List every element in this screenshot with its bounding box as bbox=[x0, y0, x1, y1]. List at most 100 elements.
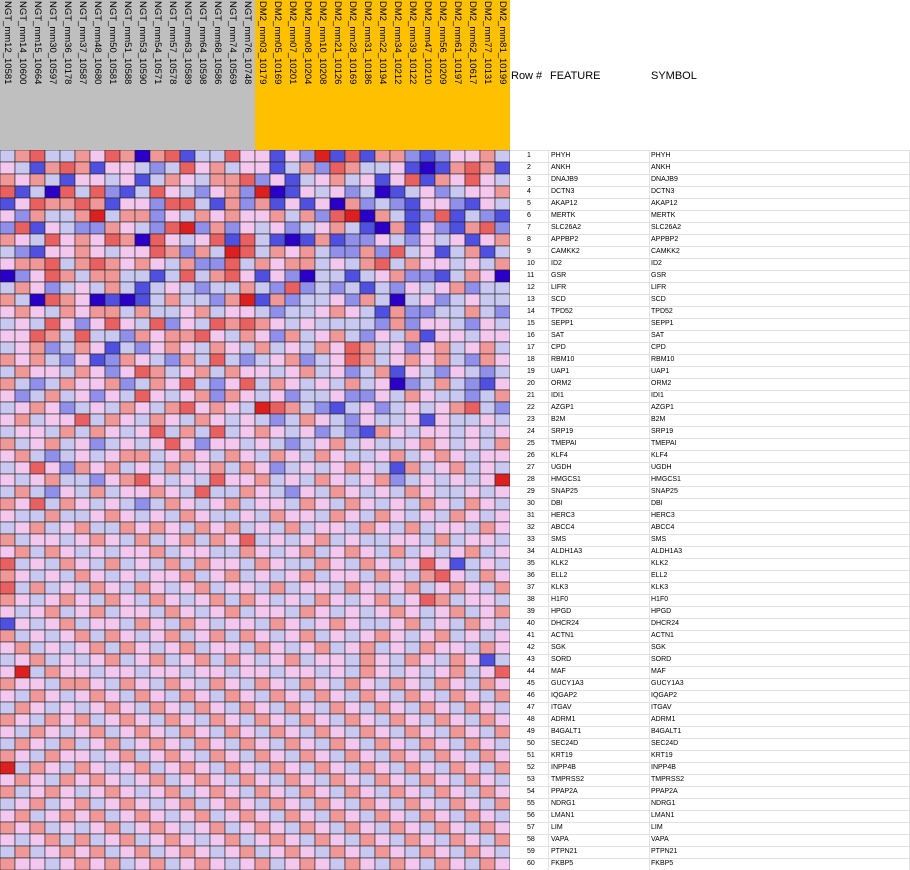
heatmap-cell bbox=[299, 413, 316, 427]
heatmap-cell bbox=[254, 617, 271, 631]
row-number: 22 bbox=[527, 404, 535, 411]
heatmap-cell bbox=[389, 197, 406, 211]
heatmap-cell bbox=[59, 269, 76, 283]
heatmap-cell bbox=[164, 665, 181, 679]
heatmap-cell bbox=[494, 857, 510, 870]
heatmap-cell bbox=[74, 581, 91, 595]
heatmap-cell bbox=[404, 329, 421, 343]
heatmap-cell bbox=[149, 365, 166, 379]
heatmap-cell bbox=[14, 701, 31, 715]
heatmap-cell bbox=[0, 557, 16, 571]
heatmap-cell bbox=[164, 821, 181, 835]
heatmap-cell bbox=[179, 725, 196, 739]
heatmap-cell bbox=[329, 773, 346, 787]
heatmap-cell bbox=[44, 545, 61, 559]
heatmap-cell bbox=[329, 701, 346, 715]
heatmap-cell bbox=[419, 293, 436, 307]
heatmap-cell bbox=[29, 257, 46, 271]
heatmap-cell bbox=[344, 293, 361, 307]
column-label: NGT_mm51_10588 bbox=[122, 1, 133, 85]
heatmap-cell bbox=[119, 281, 136, 295]
heatmap-cell bbox=[464, 329, 481, 343]
heatmap-cell bbox=[284, 581, 301, 595]
heatmap-cell bbox=[269, 209, 286, 223]
heatmap-cell bbox=[239, 473, 256, 487]
heatmap-cell bbox=[344, 533, 361, 547]
heatmap-cell bbox=[89, 221, 106, 235]
heatmap-cell bbox=[449, 485, 466, 499]
heatmap-cell bbox=[464, 413, 481, 427]
heatmap-cell bbox=[254, 377, 271, 391]
heatmap-cell bbox=[299, 521, 316, 535]
heatmap-cell bbox=[59, 473, 76, 487]
heatmap-cell bbox=[419, 785, 436, 799]
heatmap-cell bbox=[419, 641, 436, 655]
heatmap-cell bbox=[149, 641, 166, 655]
heatmap-cell bbox=[389, 737, 406, 751]
heatmap-cell bbox=[44, 281, 61, 295]
heatmap-cell bbox=[209, 377, 226, 391]
heatmap-cell bbox=[149, 617, 166, 631]
heatmap-cell bbox=[239, 545, 256, 559]
heatmap-cell bbox=[179, 245, 196, 259]
heatmap-cell bbox=[179, 797, 196, 811]
heatmap-cell bbox=[104, 533, 121, 547]
heatmap-cell bbox=[449, 449, 466, 463]
heatmap-cell bbox=[419, 473, 436, 487]
heatmap-cell bbox=[299, 257, 316, 271]
heatmap-cell bbox=[44, 677, 61, 691]
heatmap-cell bbox=[419, 437, 436, 451]
column-label: NGT_mm30_10597 bbox=[47, 1, 58, 85]
heatmap-cell bbox=[134, 533, 151, 547]
heatmap-cell bbox=[104, 449, 121, 463]
heatmap-cell bbox=[494, 809, 510, 823]
heatmap-cell bbox=[269, 185, 286, 199]
symbol-cell: ITGAV bbox=[651, 704, 672, 711]
heatmap-cell bbox=[149, 509, 166, 523]
heatmap-cell bbox=[29, 461, 46, 475]
heatmap-cell bbox=[179, 569, 196, 583]
heatmap-cell bbox=[494, 737, 510, 751]
heatmap-cell bbox=[44, 725, 61, 739]
heatmap-cell bbox=[239, 209, 256, 223]
heatmap-cell bbox=[149, 329, 166, 343]
heatmap-cell bbox=[134, 209, 151, 223]
heatmap-cell bbox=[74, 161, 91, 175]
heatmap-cell bbox=[119, 317, 136, 331]
heatmap-cell bbox=[0, 437, 16, 451]
heatmap-cell bbox=[314, 150, 331, 163]
heatmap-cell bbox=[419, 305, 436, 319]
heatmap-cell bbox=[449, 689, 466, 703]
heatmap-cell bbox=[0, 389, 16, 403]
symbol-cell: ID2 bbox=[651, 260, 662, 267]
heatmap-cell bbox=[224, 689, 241, 703]
heatmap-cell bbox=[14, 281, 31, 295]
heatmap-cell bbox=[29, 341, 46, 355]
heatmap-cell bbox=[179, 353, 196, 367]
column-label: NGT_mm36_10178 bbox=[62, 1, 73, 85]
heatmap-cell bbox=[59, 341, 76, 355]
feature-cell: AKAP12 bbox=[551, 200, 578, 207]
heatmap-cell bbox=[89, 761, 106, 775]
heatmap-cell bbox=[0, 150, 16, 163]
heatmap-cell bbox=[419, 497, 436, 511]
heatmap-cell bbox=[374, 509, 391, 523]
heatmap-cell bbox=[134, 245, 151, 259]
heatmap-cell bbox=[209, 641, 226, 655]
heatmap-cell bbox=[404, 749, 421, 763]
heatmap-cell bbox=[134, 413, 151, 427]
heatmap-cell bbox=[359, 425, 376, 439]
heatmap-cell bbox=[329, 150, 346, 163]
heatmap-cell bbox=[89, 821, 106, 835]
feature-cell: B2M bbox=[551, 416, 566, 423]
heatmap-cell bbox=[59, 689, 76, 703]
heatmap-cell bbox=[479, 281, 496, 295]
heatmap-cell bbox=[164, 365, 181, 379]
heatmap-cell bbox=[104, 185, 121, 199]
heatmap-cell bbox=[329, 653, 346, 667]
feature-cell: TMEPAI bbox=[551, 440, 577, 447]
heatmap-cell bbox=[434, 245, 451, 259]
column-label: DM2_mm05_10169 bbox=[272, 1, 283, 85]
heatmap-cell bbox=[374, 701, 391, 715]
heatmap-cell bbox=[389, 569, 406, 583]
